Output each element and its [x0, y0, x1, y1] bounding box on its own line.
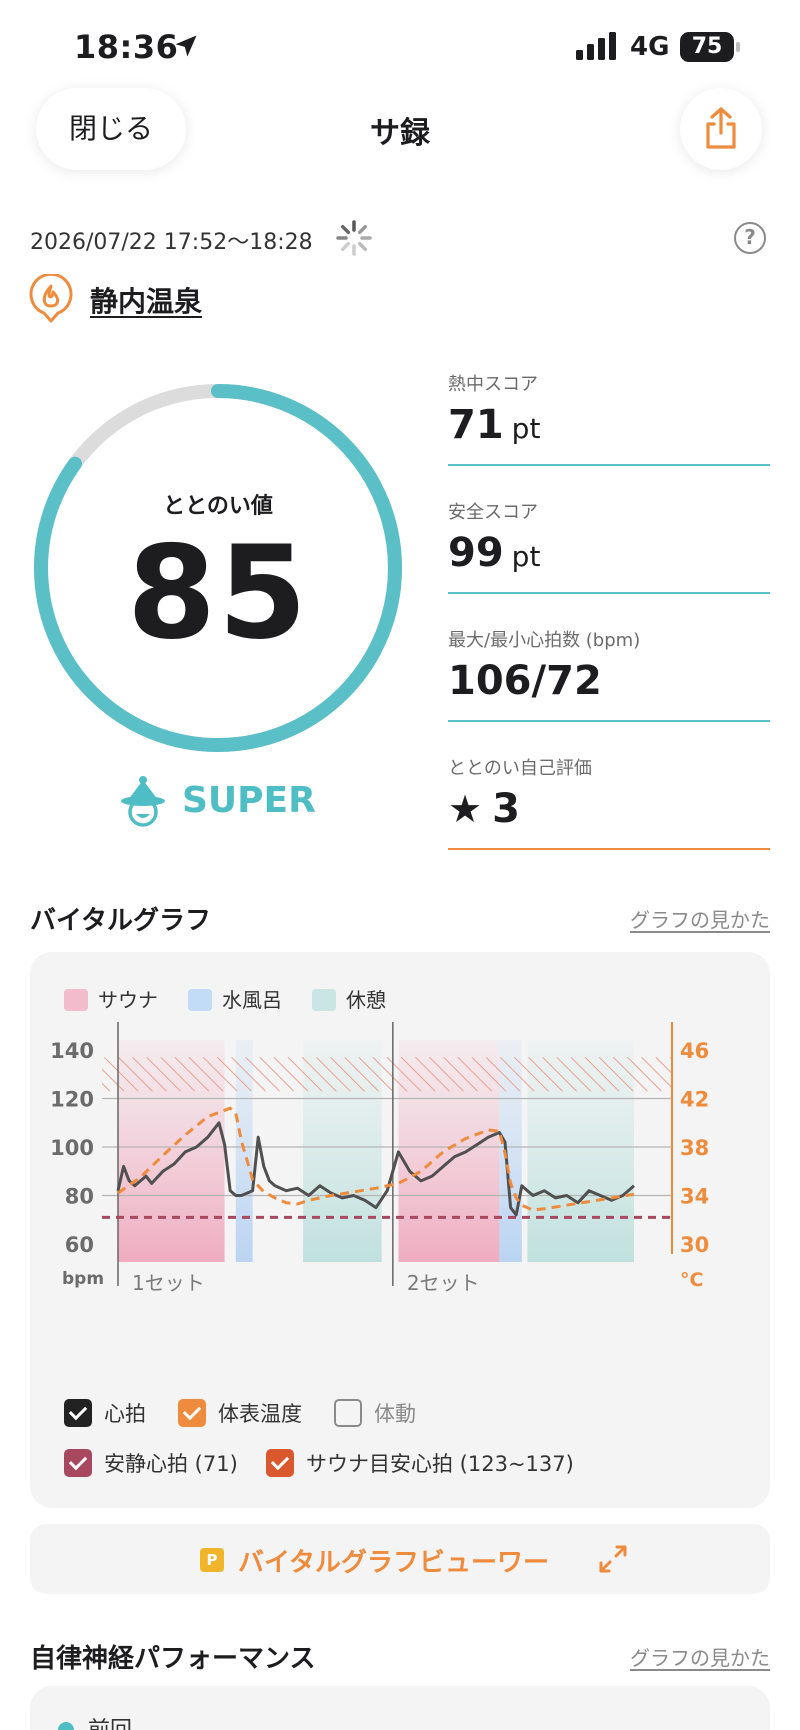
target-hr-band [102, 1057, 672, 1092]
viewer-button-label: バイタルグラフビューワー [238, 1548, 549, 1578]
vital-chart: 140 120 100 80 60 46 42 38 34 30 bpm °C 1セット 2セット [50, 1022, 709, 1295]
legend-label: 水風呂 [222, 988, 282, 1012]
checkbox-box [64, 1449, 92, 1477]
stat-value: 99 [448, 530, 504, 576]
help-button[interactable]: ? [734, 222, 766, 254]
stat-value: 106/72 [448, 658, 602, 704]
stat-value: 3 [492, 786, 520, 832]
star-icon: ★ [448, 787, 483, 831]
battery-tip [736, 42, 740, 52]
checkbox-label: 体表温度 [218, 1402, 302, 1426]
self-evaluation[interactable]: ととのい自己評価 ★ 3 [448, 754, 770, 850]
legend-swatch [188, 989, 212, 1011]
network-type: 4G [630, 32, 670, 62]
checkbox-label: 安静心拍 (71) [104, 1452, 238, 1476]
left-tick-label: 60 [65, 1233, 94, 1257]
totonoi-value: 85 [126, 519, 310, 668]
right-tick-label: 46 [680, 1039, 709, 1063]
safety-score: 安全スコア 99 pt [448, 498, 770, 594]
set-label: 1セット [132, 1271, 205, 1295]
loading-spinner-icon [336, 220, 372, 256]
totonoi-label: ととのい値 [163, 494, 273, 519]
legend-dot [58, 1722, 74, 1730]
checkbox-label: 体動 [374, 1402, 416, 1426]
share-icon [706, 107, 736, 149]
left-tick-label: 140 [50, 1039, 94, 1063]
legend-label: サウナ [98, 988, 158, 1012]
right-tick-label: 42 [680, 1088, 709, 1112]
right-tick-label: 30 [680, 1233, 709, 1257]
sauna-hat-mascot-icon [121, 776, 165, 827]
vital-graph-guide-link[interactable]: グラフの見かた [630, 908, 770, 932]
status-time: 18:36 [74, 28, 179, 66]
heart-rate-line [116, 1121, 635, 1217]
autonomic-guide-link[interactable]: グラフの見かた [630, 1646, 770, 1670]
page-title: サ録 [370, 116, 430, 151]
totonoi-gauge [34, 384, 402, 752]
battery-level: 75 [680, 32, 734, 62]
left-tick-label: 120 [50, 1088, 94, 1112]
checkbox-box [178, 1399, 206, 1427]
right-tick-label: 38 [680, 1136, 709, 1160]
left-unit-label: bpm [62, 1269, 104, 1289]
stat-label: 熱中スコア [448, 374, 538, 395]
battery-icon: 75 [680, 32, 740, 62]
location-arrow-icon [175, 35, 197, 57]
legend-rest: 休憩 [312, 984, 386, 1012]
left-tick-label: 80 [65, 1185, 94, 1209]
stat-label: 最大/最小心拍数 (bpm) [448, 630, 641, 651]
legend-cold-bath: 水風呂 [188, 984, 282, 1012]
phase-band [499, 1040, 522, 1262]
totonoi-grade: SUPER [182, 780, 316, 821]
vital-graph-viewer-button[interactable]: P バイタルグラフビューワー [30, 1524, 770, 1594]
vital-graph-title: バイタルグラフ [30, 906, 211, 936]
legend-swatch [64, 989, 88, 1011]
checkbox-label: サウナ目安心拍 (123~137) [306, 1452, 574, 1476]
autonomic-card [30, 1686, 770, 1730]
checkbox-heart-rate[interactable]: 心拍 [64, 1398, 146, 1428]
heart-rate-range: 最大/最小心拍数 (bpm) 106/72 [448, 626, 770, 722]
gauge-progress-arc [34, 384, 402, 752]
stat-label: 安全スコア [448, 502, 538, 523]
checkbox-resting-hr[interactable]: 安静心拍 (71) [64, 1448, 238, 1478]
checkbox-box [64, 1399, 92, 1427]
checkbox-movement[interactable]: 体動 [334, 1398, 416, 1428]
stat-unit: pt [511, 412, 541, 445]
checkbox-box [266, 1449, 294, 1477]
signal-icon [576, 32, 616, 60]
stat-value: 71 [448, 402, 504, 448]
right-unit-label: °C [680, 1269, 703, 1291]
skin-temp-line [117, 1106, 635, 1212]
checkbox-label: 心拍 [104, 1402, 146, 1426]
left-tick-label: 100 [50, 1136, 94, 1160]
previous-label: 前回 [88, 1712, 132, 1730]
legend-swatch [312, 989, 336, 1011]
sauna-pin-icon [29, 274, 73, 323]
right-tick-label: 34 [680, 1185, 709, 1209]
autonomic-title: 自律神経パフォーマンス [30, 1644, 316, 1674]
checkbox-target-hr[interactable]: サウナ目安心拍 (123~137) [266, 1448, 574, 1478]
premium-badge: P [200, 1548, 224, 1572]
stat-label: ととのい自己評価 [448, 758, 592, 779]
checkbox-skin-temp[interactable]: 体表温度 [178, 1398, 302, 1428]
legend-label: 休憩 [346, 988, 386, 1012]
checkbox-box [334, 1399, 362, 1427]
share-button[interactable] [680, 88, 762, 170]
session-time-range: 2026/07/22 17:52〜18:28 [30, 230, 313, 255]
expand-icon [599, 1545, 627, 1573]
stat-unit: pt [511, 540, 541, 573]
legend-sauna: サウナ [64, 984, 158, 1012]
status-bar: 18:36 4G 75 [0, 0, 800, 90]
set-label: 2セット [407, 1271, 480, 1295]
close-button[interactable]: 閉じる [36, 88, 186, 170]
heat-score: 熱中スコア 71 pt [448, 370, 770, 466]
facility-name[interactable]: 静内温泉 [90, 285, 203, 318]
